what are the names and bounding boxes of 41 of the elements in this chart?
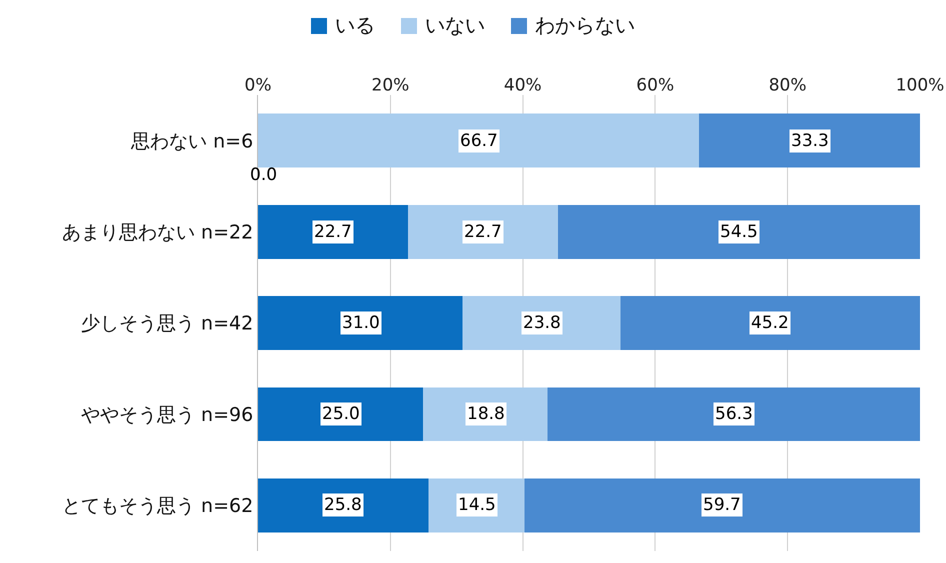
data-label: 33.3 — [791, 131, 829, 151]
x-tick-label: 60% — [636, 76, 674, 96]
data-label: 31.0 — [342, 313, 380, 333]
bar — [620, 296, 920, 350]
x-tick-label: 80% — [768, 76, 806, 96]
x-tick-label: 40% — [504, 76, 542, 96]
y-tick-label: とてもそう思う n=62 — [62, 495, 254, 518]
bar — [547, 387, 920, 442]
bar — [699, 114, 920, 168]
bar — [258, 204, 409, 259]
y-tick-label: 思わない n=6 — [130, 130, 254, 152]
y-tick-label: あまり思わない n=22 — [62, 221, 254, 244]
legend-label: わからない — [535, 12, 635, 39]
data-label: 18.8 — [467, 404, 505, 424]
x-tick-label: 20% — [372, 76, 410, 96]
data-label: 0.0 — [250, 165, 278, 185]
bar — [258, 387, 424, 442]
data-label: 59.7 — [703, 495, 741, 515]
bar — [462, 296, 622, 350]
bar — [258, 478, 430, 532]
bar — [524, 478, 920, 532]
data-label: 25.8 — [324, 495, 362, 515]
data-label: 66.7 — [460, 131, 498, 151]
y-tick-label: 少しそう思う n=42 — [81, 312, 254, 335]
bar — [408, 204, 560, 259]
data-label: 45.2 — [751, 313, 789, 333]
data-label: 56.3 — [715, 404, 753, 424]
bar — [258, 296, 464, 350]
data-label: 25.0 — [322, 404, 360, 424]
y-tick-label: ややそう思う n=96 — [81, 404, 254, 426]
legend-label: いる — [335, 12, 375, 39]
legend-label: いない — [425, 12, 485, 39]
data-label: 22.7 — [314, 222, 352, 242]
x-tick-label: 0% — [244, 76, 272, 96]
bar — [558, 204, 920, 259]
x-tick-label: 100% — [896, 76, 944, 96]
data-label: 23.8 — [523, 313, 561, 333]
data-label: 22.7 — [464, 222, 502, 242]
data-label: 14.5 — [458, 495, 496, 515]
data-label: 54.5 — [720, 222, 758, 242]
bar — [258, 114, 700, 168]
